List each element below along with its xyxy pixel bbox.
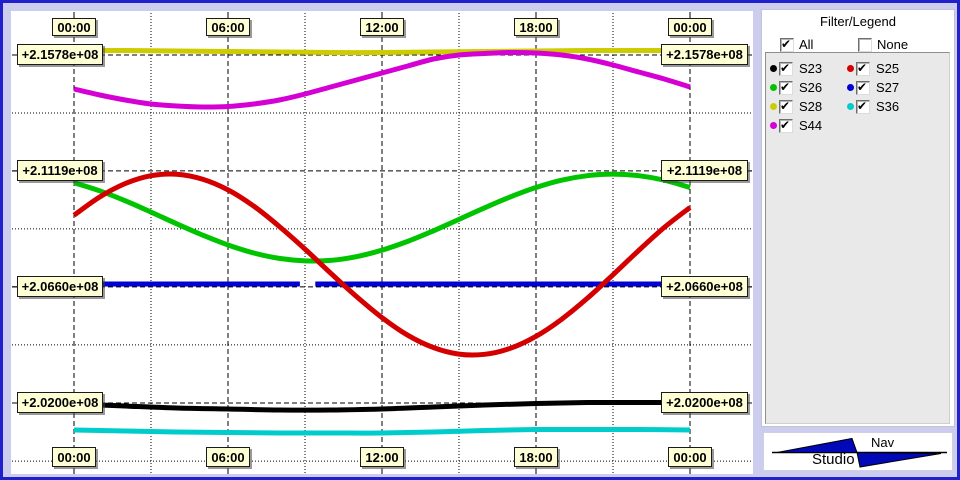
series-checkbox-S28[interactable] [779,99,793,114]
series-color-dot [770,122,777,129]
series-curve-S44 [73,49,691,110]
all-label: All [799,37,814,52]
x-tick-label-bottom: 06:00 [206,447,250,467]
panel-title: Filter/Legend [820,14,896,29]
x-tick-label-top: 00:00 [52,18,96,36]
series-curve-S36 [73,426,691,436]
series-checkbox-S36[interactable] [856,99,870,114]
series-label: S27 [876,80,900,95]
y-value-label-left: +2.0200e+08 [17,392,103,413]
y-value-label-left: +2.1119e+08 [17,159,103,181]
series-curve-S26 [73,171,691,264]
none-checkbox[interactable] [858,37,872,52]
series-curve-S28 [73,47,690,56]
series-color-dot [847,84,854,91]
series-checkbox-S27[interactable] [856,80,870,95]
series-label: S44 [799,118,823,133]
chart-canvas [12,12,752,474]
y-value-label-left: +2.0660e+08 [17,275,103,297]
y-value-label-right: +2.0200e+08 [661,392,748,413]
filter-legend-panel: Filter/Legend All None S23 S25 S26 S27 S28 S3… [761,9,955,427]
logo-glyph-icon [772,437,947,468]
filter-row: All None [762,37,954,53]
series-label: S25 [876,61,900,76]
logo-studio-text: Studio [812,451,855,468]
legend-item-S36[interactable]: S36 [847,97,924,116]
series-checkbox-S44[interactable] [779,118,793,133]
series-label: S23 [799,61,823,76]
series-label: S36 [876,99,900,114]
x-tick-label-bottom: 00:00 [52,447,96,467]
series-checkbox-S25[interactable] [856,61,870,76]
filter-none[interactable]: None [858,37,908,52]
series-curve-S25 [72,171,692,358]
series-color-dot [847,103,854,110]
chart-plot-area: 00:00 06:00 12:00 18:00 00:00 00:00 06:00 12:00… [11,11,753,474]
legend-item-S27[interactable]: S27 [847,78,924,97]
y-value-label-left: +2.1578e+08 [17,44,103,65]
none-label: None [877,37,909,52]
legend-item-S44[interactable]: S44 [770,116,847,135]
series-color-dot [770,84,777,91]
nav-studio-logo: Nav Studio [763,432,953,471]
filter-all[interactable]: All [780,37,813,52]
legend-item-S26[interactable]: S26 [770,78,847,97]
series-label: S28 [799,99,823,114]
y-value-label-right: +2.1578e+08 [661,44,748,65]
series-color-dot [770,65,777,72]
legend-item-S28[interactable]: S28 [770,97,847,116]
series-color-dot [847,65,854,72]
legend-list: S23 S25 S26 S27 S28 S36 S44 [765,52,950,424]
x-tick-label-bottom: 18:00 [514,447,558,467]
x-tick-label-top: 00:00 [668,18,712,36]
y-value-label-right: +2.0660e+08 [661,275,748,297]
legend-item-S23[interactable]: S23 [770,59,847,78]
x-tick-label-top: 18:00 [514,18,558,36]
x-tick-label-bottom: 12:00 [360,447,404,467]
x-tick-label-top: 06:00 [206,18,250,36]
series-checkbox-S26[interactable] [779,80,793,95]
y-value-label-right: +2.1119e+08 [661,159,748,181]
legend-item-S25[interactable]: S25 [847,59,924,78]
x-tick-label-top: 12:00 [360,18,404,36]
all-checkbox[interactable] [780,37,794,52]
series-curve-S23 [73,399,690,413]
x-tick-label-bottom: 00:00 [668,447,712,467]
series-color-dot [770,103,777,110]
logo-nav-text: Nav [871,435,895,450]
series-checkbox-S23[interactable] [779,61,793,76]
series-label: S26 [799,80,823,95]
